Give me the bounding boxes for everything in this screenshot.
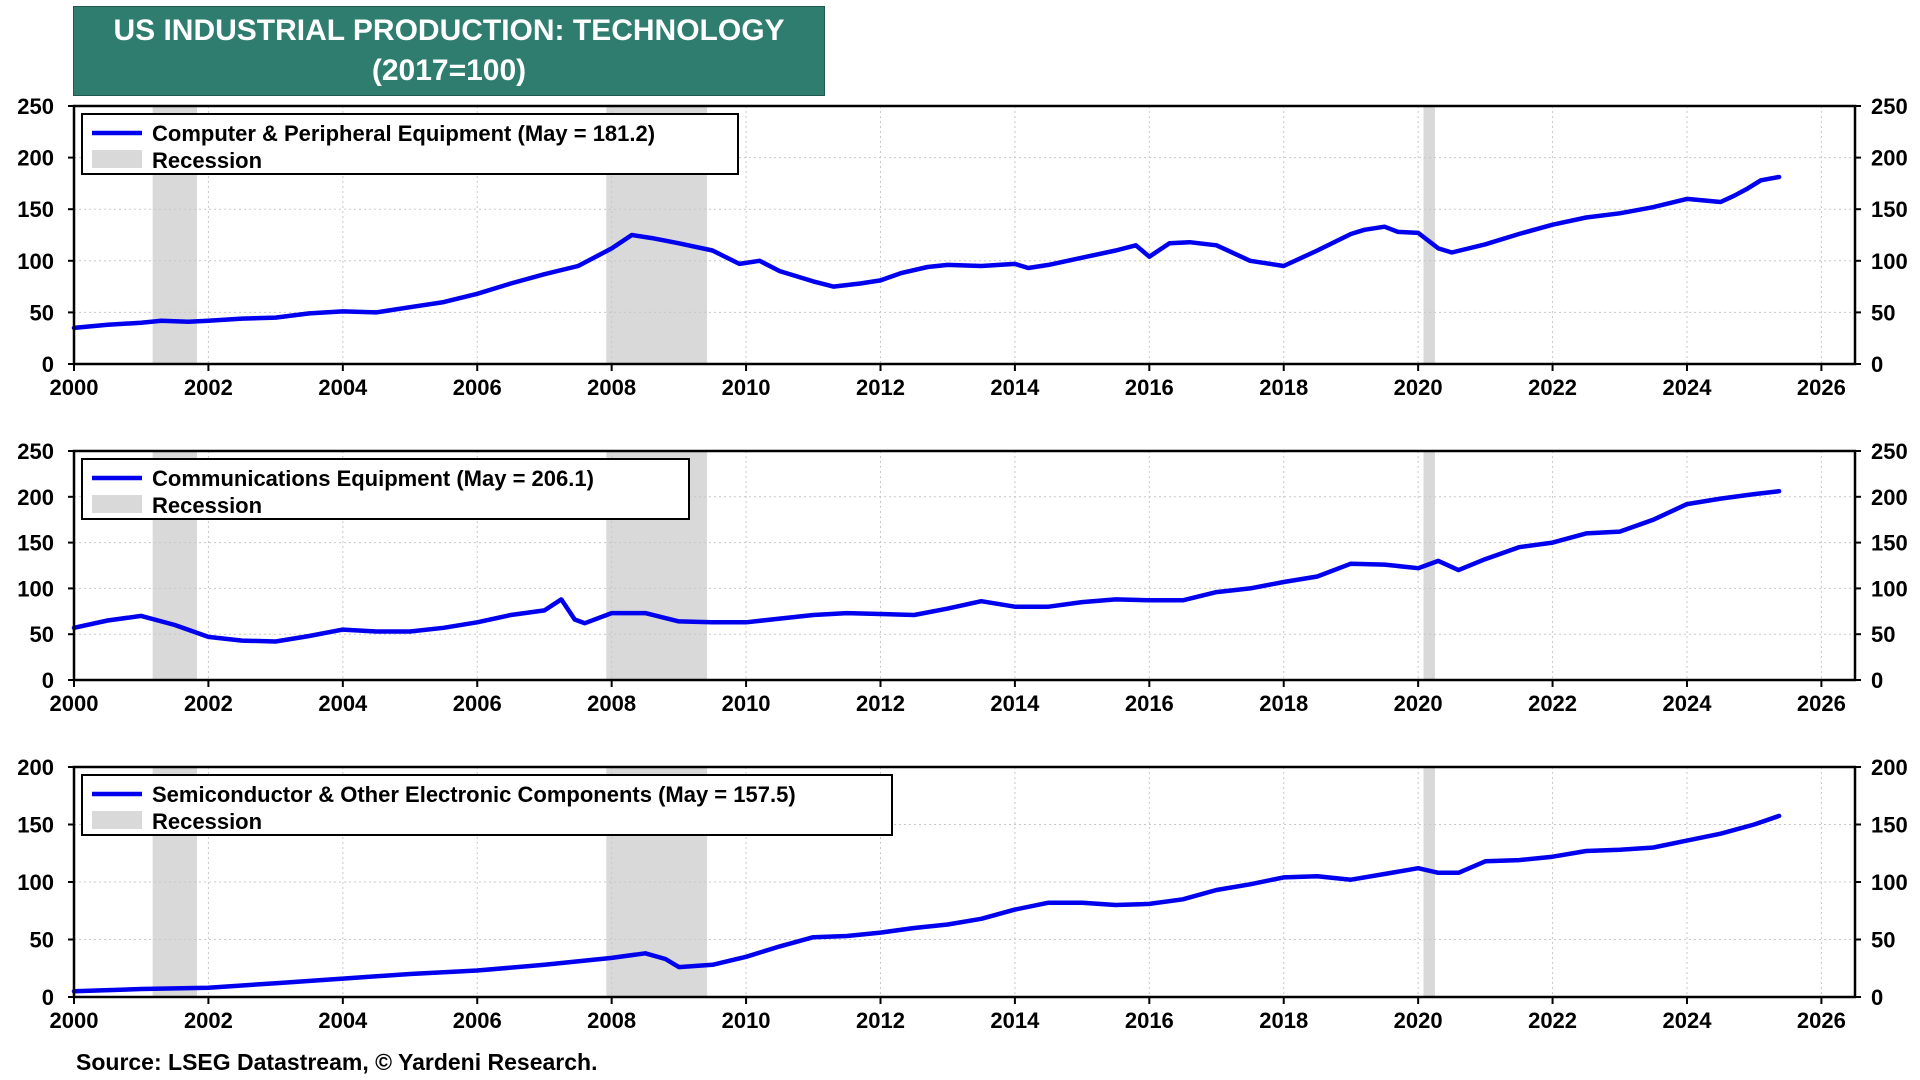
legend-box-3 [81,774,893,836]
x-tick-label-2-2014: 2014 [990,691,1040,716]
chart-title-box: US INDUSTRIAL PRODUCTION: TECHNOLOGY (20… [73,6,825,96]
x-tick-label-1-2024: 2024 [1663,375,1713,400]
y-tick-label-right-1-50: 50 [1871,300,1895,325]
x-tick-label-1-2002: 2002 [184,375,233,400]
x-tick-label-1-2014: 2014 [990,375,1040,400]
x-tick-label-1-2006: 2006 [453,375,502,400]
x-tick-label-3-2012: 2012 [856,1008,905,1033]
x-tick-label-3-2026: 2026 [1797,1008,1846,1033]
y-tick-label-right-3-150: 150 [1871,813,1908,838]
x-tick-label-3-2018: 2018 [1259,1008,1308,1033]
x-tick-label-3-2002: 2002 [184,1008,233,1033]
y-tick-label-right-1-250: 250 [1871,94,1908,119]
x-tick-label-3-2014: 2014 [990,1008,1040,1033]
legend-box-1 [81,113,739,175]
legend-label-series-2: Communications Equipment (May = 206.1) [152,466,594,491]
x-tick-label-2-2004: 2004 [318,691,368,716]
y-tick-label-left-2-150: 150 [17,531,54,556]
chart-subtitle: (2017=100) [371,54,527,87]
x-tick-label-1-2020: 2020 [1394,375,1443,400]
y-tick-label-right-2-150: 150 [1871,531,1908,556]
legend-swatch-recession-3 [92,811,142,829]
x-tick-label-1-2026: 2026 [1797,375,1846,400]
x-tick-label-2-2000: 2000 [50,691,99,716]
y-tick-label-left-1-0: 0 [42,352,54,377]
series-line-3 [71,813,1782,994]
x-tick-label-1-2008: 2008 [587,375,636,400]
y-tick-label-right-2-200: 200 [1871,485,1908,510]
y-tick-label-right-2-0: 0 [1871,668,1883,693]
y-tick-label-right-2-250: 250 [1871,439,1908,464]
x-tick-label-2-2010: 2010 [722,691,771,716]
y-tick-label-left-2-50: 50 [30,622,54,647]
legend-box-2 [81,458,690,520]
y-tick-label-left-1-150: 150 [17,197,54,222]
x-tick-label-1-2022: 2022 [1528,375,1577,400]
x-tick-label-1-2010: 2010 [722,375,771,400]
x-tick-label-1-2018: 2018 [1259,375,1308,400]
x-tick-label-3-2000: 2000 [50,1008,99,1033]
y-tick-label-left-2-0: 0 [42,668,54,693]
x-tick-label-3-2020: 2020 [1394,1008,1443,1033]
x-tick-label-3-2008: 2008 [587,1008,636,1033]
y-tick-label-right-2-50: 50 [1871,622,1895,647]
x-tick-label-3-2010: 2010 [722,1008,771,1033]
x-tick-label-1-2012: 2012 [856,375,905,400]
x-tick-label-3-2016: 2016 [1125,1008,1174,1033]
x-tick-label-2-2008: 2008 [587,691,636,716]
legend-label-series-1: Computer & Peripheral Equipment (May = 1… [152,121,655,146]
x-tick-label-2-2012: 2012 [856,691,905,716]
series-line-1 [71,174,1782,331]
x-tick-label-2-2002: 2002 [184,691,233,716]
y-tick-label-right-1-0: 0 [1871,352,1883,377]
chart-title: US INDUSTRIAL PRODUCTION: TECHNOLOGY [113,14,785,47]
source-note: Source: LSEG Datastream, © Yardeni Resea… [76,1049,598,1075]
y-tick-label-left-3-50: 50 [30,928,54,953]
legend-label-recession-3: Recession [152,809,262,834]
y-tick-label-right-3-50: 50 [1871,928,1895,953]
x-tick-label-2-2006: 2006 [453,691,502,716]
plot-frame-2 [72,449,1857,682]
x-tick-label-3-2022: 2022 [1528,1008,1577,1033]
x-tick-label-3-2004: 2004 [318,1008,368,1033]
x-tick-label-3-2006: 2006 [453,1008,502,1033]
y-tick-label-left-1-50: 50 [30,300,54,325]
y-tick-label-right-3-0: 0 [1871,985,1883,1010]
y-tick-label-left-2-200: 200 [17,485,54,510]
y-tick-label-right-1-100: 100 [1871,249,1908,274]
x-tick-label-2-2026: 2026 [1797,691,1846,716]
x-tick-label-2-2018: 2018 [1259,691,1308,716]
legend-label-series-3: Semiconductor & Other Electronic Compone… [152,782,796,807]
x-tick-label-2-2022: 2022 [1528,691,1577,716]
y-tick-label-right-1-200: 200 [1871,146,1908,171]
x-tick-label-2-2020: 2020 [1394,691,1443,716]
y-tick-label-left-2-250: 250 [17,439,54,464]
x-tick-label-1-2016: 2016 [1125,375,1174,400]
y-tick-label-left-2-100: 100 [17,576,54,601]
y-tick-label-left-3-0: 0 [42,985,54,1010]
legend-label-recession-1: Recession [152,148,262,173]
x-tick-label-1-2004: 2004 [318,375,368,400]
x-tick-label-3-2024: 2024 [1663,1008,1713,1033]
y-tick-label-left-1-100: 100 [17,249,54,274]
recession-band-1-3 [1423,106,1435,364]
y-tick-label-right-3-200: 200 [1871,755,1908,780]
y-tick-label-left-3-150: 150 [17,813,54,838]
y-tick-label-left-1-200: 200 [17,146,54,171]
plot-frame-1 [72,104,1857,366]
y-tick-label-left-1-250: 250 [17,94,54,119]
y-tick-label-right-2-100: 100 [1871,576,1908,601]
x-tick-label-1-2000: 2000 [50,375,99,400]
legend-swatch-recession-2 [92,495,142,513]
y-tick-label-left-3-200: 200 [17,755,54,780]
y-tick-label-right-3-100: 100 [1871,870,1908,895]
legend-label-recession-2: Recession [152,493,262,518]
x-tick-label-2-2016: 2016 [1125,691,1174,716]
y-tick-label-left-3-100: 100 [17,870,54,895]
y-tick-label-right-1-150: 150 [1871,197,1908,222]
series-line-2 [71,488,1782,644]
legend-swatch-recession-1 [92,150,142,168]
x-tick-label-2-2024: 2024 [1663,691,1713,716]
